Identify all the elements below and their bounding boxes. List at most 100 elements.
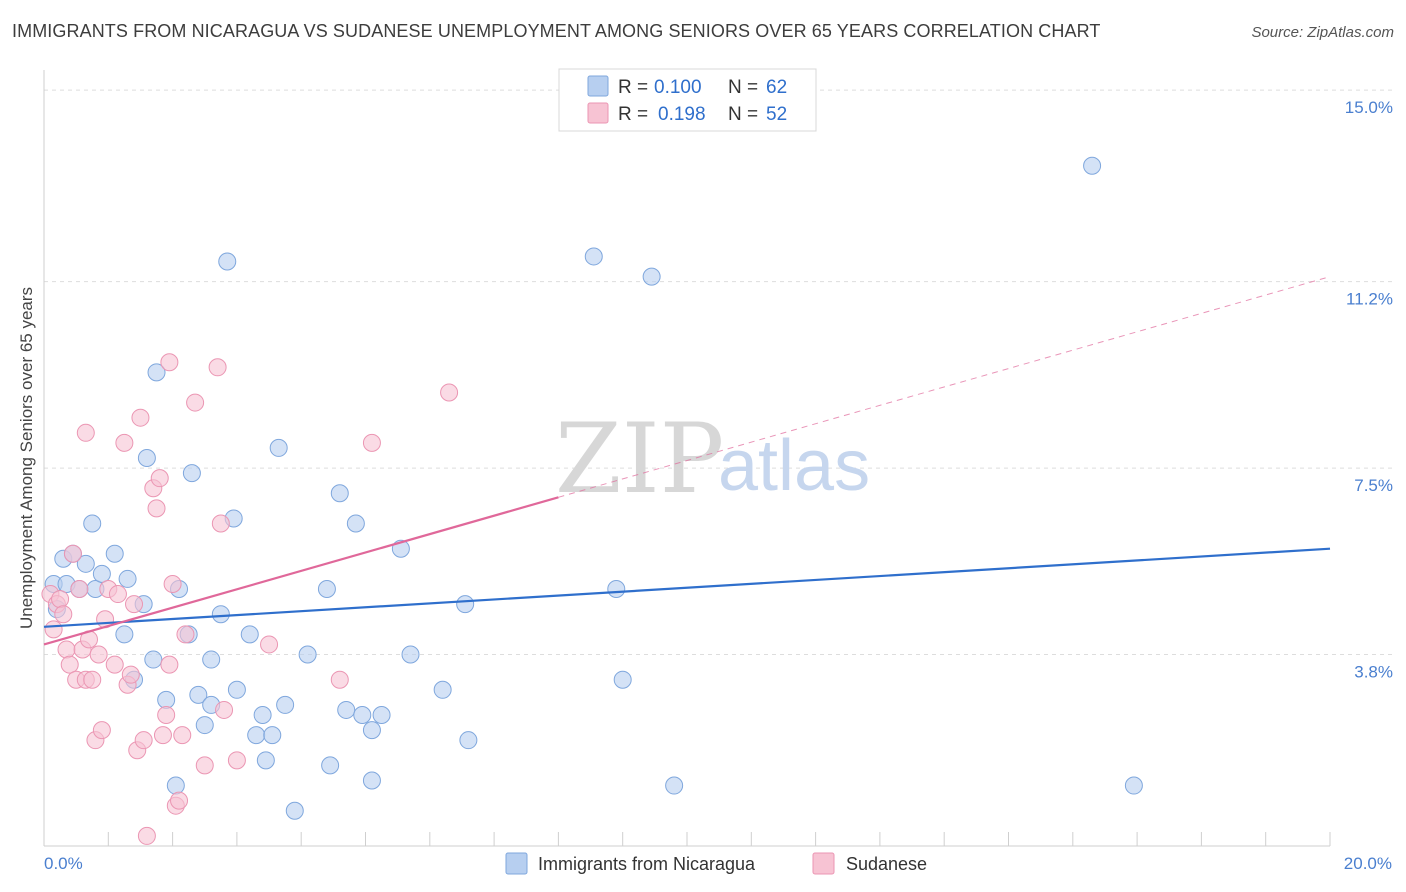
sudanese-point xyxy=(160,353,179,372)
nicaragua-point xyxy=(247,726,266,745)
bottom-legend-swatch-blue xyxy=(505,852,528,875)
nicaragua-point xyxy=(1124,776,1143,795)
sudanese-point xyxy=(153,726,172,745)
nicaragua-point xyxy=(433,680,452,699)
sudanese-point xyxy=(131,408,150,427)
nicaragua-point xyxy=(240,625,259,644)
y-tick-label: 3.8% xyxy=(1354,663,1393,682)
nicaragua-point xyxy=(353,705,372,724)
nicaragua-point xyxy=(218,252,237,271)
sudanese-point xyxy=(115,433,134,452)
sudanese-point xyxy=(150,469,169,488)
sudanese-point xyxy=(186,393,205,412)
nicaragua-point xyxy=(401,645,420,664)
x-tick-labels: 0.0% 20.0% xyxy=(44,854,1392,873)
chart-source: Source: ZipAtlas.com xyxy=(1251,24,1394,41)
series-sudanese-points xyxy=(41,353,459,845)
nicaragua-point xyxy=(362,721,381,740)
nicaragua-point xyxy=(195,716,214,735)
nicaragua-point xyxy=(276,695,295,714)
sudanese-point xyxy=(173,726,192,745)
chart-title: IMMIGRANTS FROM NICARAGUA VS SUDANESE UN… xyxy=(12,21,1101,41)
sudanese-point xyxy=(92,721,111,740)
sudanese-point xyxy=(147,499,166,518)
nicaragua-point xyxy=(330,484,349,503)
nicaragua-point xyxy=(147,363,166,382)
nicaragua-point xyxy=(144,650,163,669)
nicaragua-point xyxy=(166,776,185,795)
nicaragua-trend-line xyxy=(43,547,1331,628)
y-tick-labels: 3.8% 7.5% 11.2% 15.0% xyxy=(1345,98,1393,681)
legend-swatch-pink xyxy=(587,102,609,124)
sudanese-point xyxy=(105,655,124,674)
nicaragua-point xyxy=(372,705,391,724)
legend-r-label-1: R = xyxy=(618,77,648,98)
nicaragua-point xyxy=(202,650,221,669)
sudanese-point xyxy=(215,700,234,719)
nicaragua-point xyxy=(118,569,137,588)
sudanese-point xyxy=(260,635,279,654)
nicaragua-point xyxy=(182,464,201,483)
sudanese-point xyxy=(51,590,70,609)
sudanese-point xyxy=(60,655,79,674)
nicaragua-point xyxy=(189,685,208,704)
watermark: ZIP atlas xyxy=(555,403,870,515)
sudanese-point xyxy=(208,358,227,377)
sudanese-point xyxy=(137,826,156,845)
y-tick-label: 7.5% xyxy=(1354,476,1393,495)
nicaragua-point xyxy=(337,700,356,719)
sudanese-point xyxy=(160,655,179,674)
nicaragua-point xyxy=(456,595,475,614)
nicaragua-point xyxy=(613,670,632,689)
sudanese-point xyxy=(63,544,82,563)
x-tick-label: 20.0% xyxy=(1344,854,1392,873)
nicaragua-point xyxy=(105,544,124,563)
sudanese-point xyxy=(227,751,246,770)
y-tick-label: 15.0% xyxy=(1345,98,1393,117)
legend-n-label-2: N = xyxy=(728,104,758,125)
y-tick-label: 11.2% xyxy=(1346,290,1393,309)
nicaragua-point xyxy=(317,580,336,599)
nicaragua-point xyxy=(92,564,111,583)
nicaragua-point xyxy=(115,625,134,644)
sudanese-trend-line xyxy=(43,496,559,646)
sudanese-point xyxy=(176,625,195,644)
nicaragua-point xyxy=(298,645,317,664)
bottom-legend-swatch-pink xyxy=(812,852,835,875)
legend-r-value-2: 0.198 xyxy=(658,104,706,125)
legend-swatch-blue xyxy=(587,75,609,97)
nicaragua-point xyxy=(642,267,661,286)
sudanese-point xyxy=(70,580,89,599)
sudanese-point xyxy=(157,705,176,724)
sudanese-point xyxy=(330,670,349,689)
nicaragua-point xyxy=(362,771,381,790)
nicaragua-point xyxy=(83,514,102,533)
nicaragua-point xyxy=(227,680,246,699)
watermark-atlas: atlas xyxy=(718,426,870,506)
sudanese-point xyxy=(89,645,108,664)
nicaragua-point xyxy=(256,751,275,770)
legend-n-label-1: N = xyxy=(728,77,758,98)
sudanese-point xyxy=(108,585,127,604)
sudanese-point xyxy=(44,620,63,639)
legend-n-value-1: 62 xyxy=(766,77,787,98)
series-nicaragua-points xyxy=(44,156,1143,820)
nicaragua-point xyxy=(459,731,478,750)
sudanese-trend-line-extrapolated xyxy=(558,276,1331,498)
sudanese-point xyxy=(76,423,95,442)
sudanese-point xyxy=(195,756,214,775)
nicaragua-point xyxy=(76,554,95,573)
sudanese-point xyxy=(362,433,381,452)
top-legend: R = 0.100 N = 62 R = 0.198 N = 52 xyxy=(558,68,817,132)
sudanese-point xyxy=(211,514,230,533)
legend-r-label-2: R = xyxy=(618,104,648,125)
legend-r-value-1: 0.100 xyxy=(654,77,702,98)
nicaragua-point xyxy=(321,756,340,775)
sudanese-point xyxy=(440,383,459,402)
legend-n-value-2: 52 xyxy=(766,104,787,125)
grid-layer xyxy=(43,89,1392,846)
watermark-zip: ZIP xyxy=(555,403,724,515)
nicaragua-point xyxy=(607,580,626,599)
nicaragua-point xyxy=(157,690,176,709)
